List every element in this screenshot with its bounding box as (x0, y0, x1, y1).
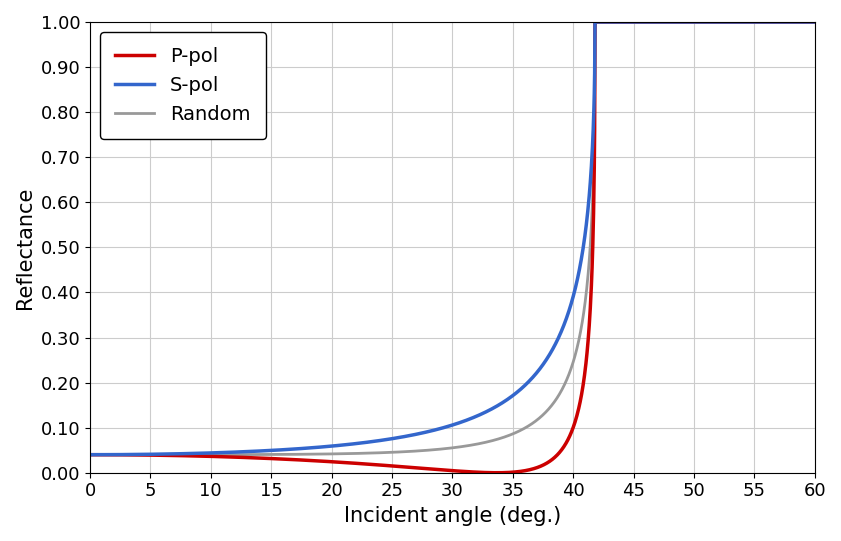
Random (122, 451, 132, 458)
P-pol (810, 19, 820, 25)
P-pol (590, 19, 600, 25)
Random (789, 19, 799, 25)
S-pol (437, 425, 447, 431)
S-pol (789, 19, 799, 25)
X-axis label: Incident angle (deg.): Incident angle (deg.) (344, 506, 561, 526)
S-pol (85, 451, 95, 458)
P-pol (492, 470, 502, 476)
P-pol (790, 19, 800, 25)
Random (590, 19, 600, 25)
P-pol (122, 452, 132, 458)
Random (789, 19, 799, 25)
S-pol (418, 430, 428, 436)
Line: P-pol: P-pol (90, 22, 815, 473)
Random (437, 446, 447, 452)
Line: Random: Random (90, 22, 815, 454)
P-pol (789, 19, 799, 25)
S-pol (590, 19, 600, 25)
Random (418, 447, 428, 454)
S-pol (122, 451, 132, 458)
P-pol (418, 465, 428, 472)
Random (85, 451, 95, 458)
S-pol (656, 19, 666, 25)
P-pol (437, 467, 447, 473)
Legend: P-pol, S-pol, Random: P-pol, S-pol, Random (100, 32, 266, 139)
Y-axis label: Reflectance: Reflectance (15, 186, 35, 308)
Random (810, 19, 820, 25)
S-pol (810, 19, 820, 25)
S-pol (789, 19, 799, 25)
P-pol (656, 19, 666, 25)
Random (656, 19, 666, 25)
P-pol (85, 451, 95, 458)
Line: S-pol: S-pol (90, 22, 815, 454)
